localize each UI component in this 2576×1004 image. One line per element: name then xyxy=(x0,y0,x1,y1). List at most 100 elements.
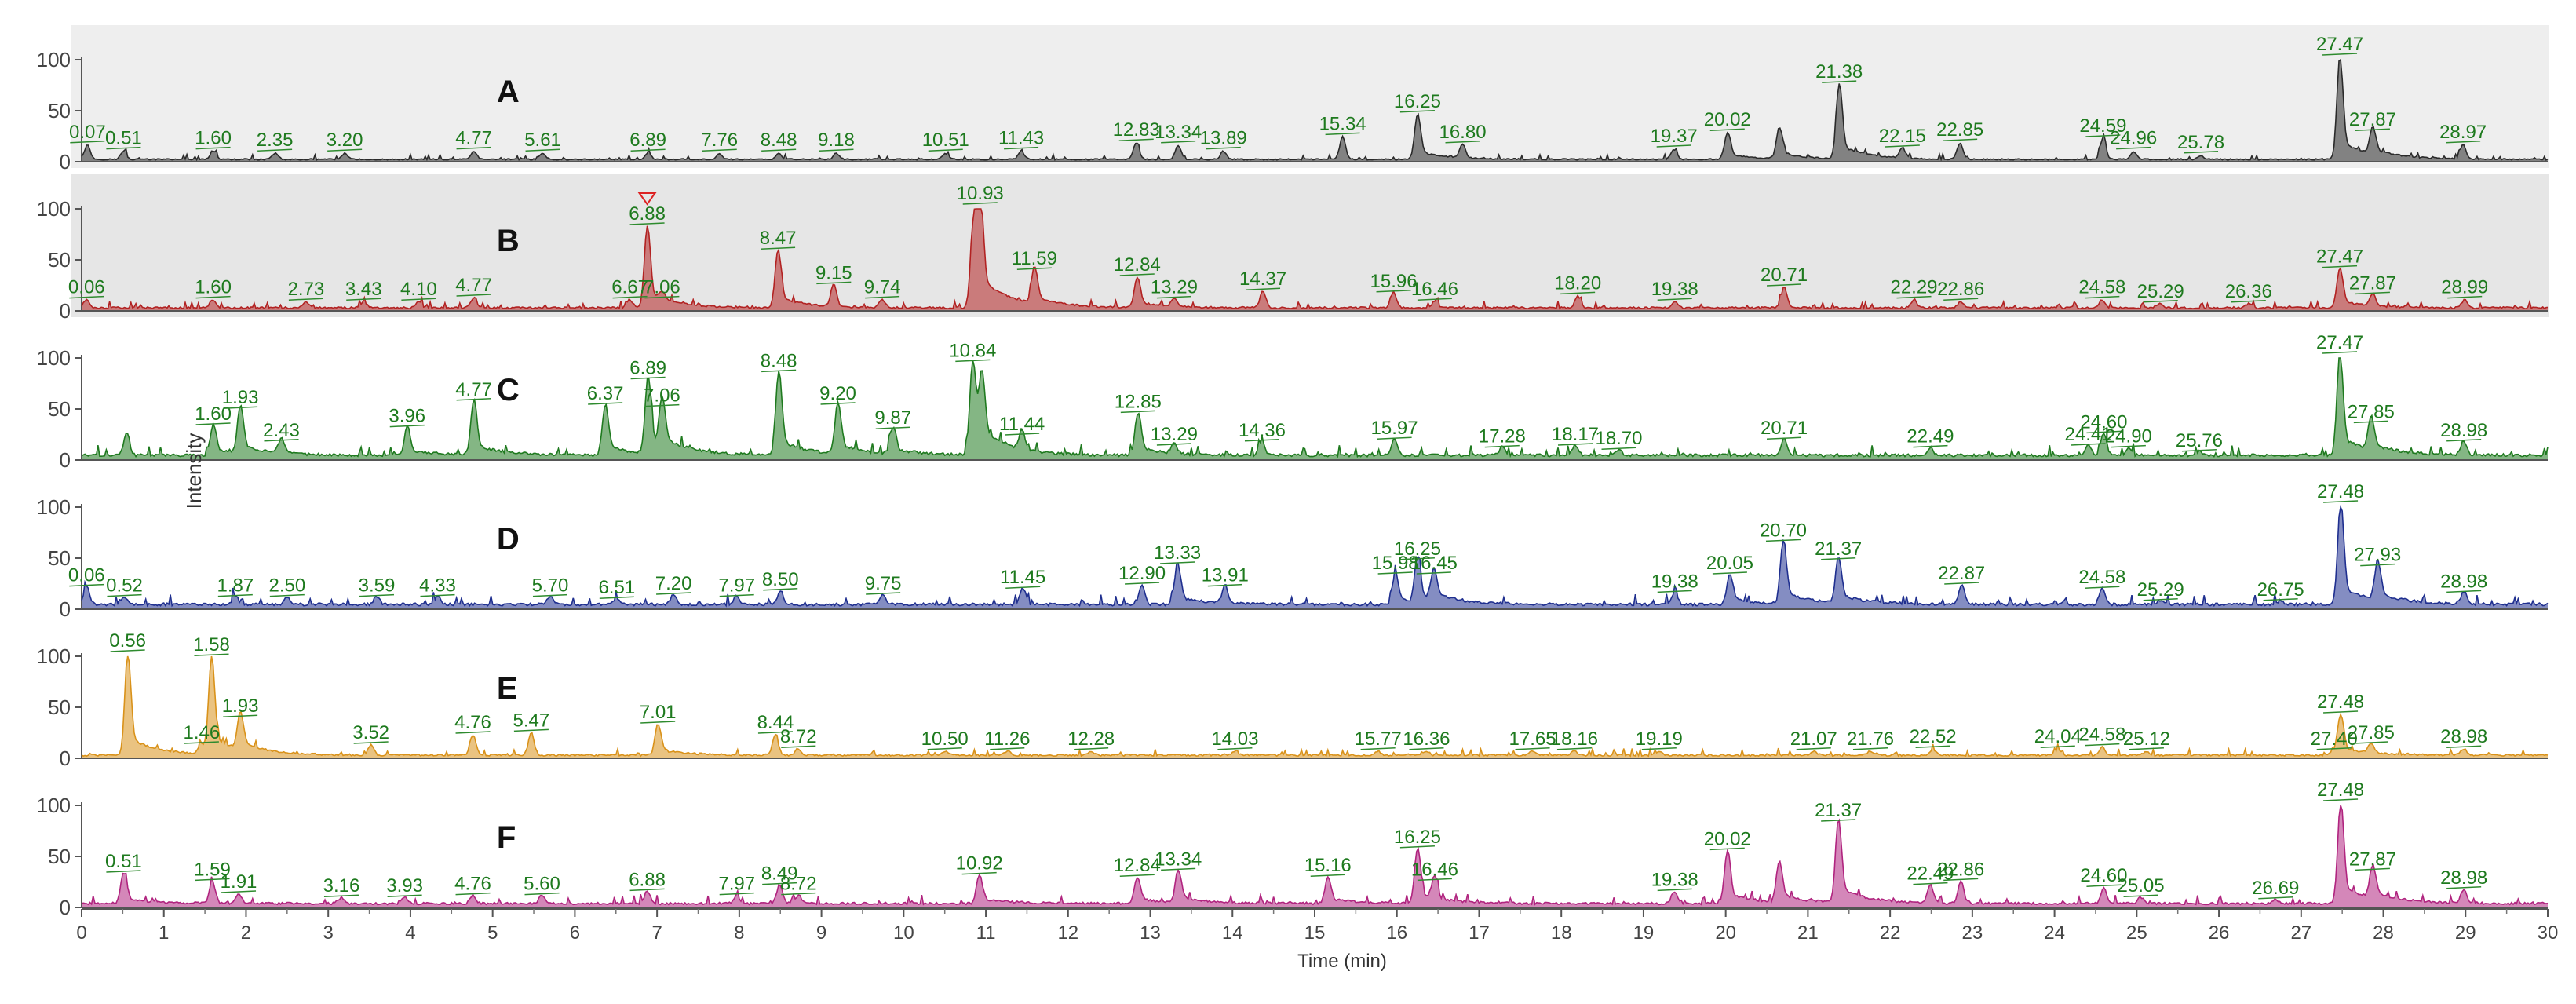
peak-label: 8.47 xyxy=(760,228,797,249)
peak-label: 27.47 xyxy=(2316,246,2363,268)
peak-label: 21.76 xyxy=(1847,728,1894,750)
peak-label: 4.77 xyxy=(455,128,492,149)
peak-label: 8.49 xyxy=(761,863,798,885)
peak-leader xyxy=(455,731,491,734)
x-tick-label: 2 xyxy=(241,922,251,944)
y-tick-label: 100 xyxy=(37,48,71,71)
peak-label: 0.51 xyxy=(105,851,142,872)
peak-label: 7.20 xyxy=(655,573,692,594)
peak-label: 27.85 xyxy=(2348,401,2395,422)
peak-leader xyxy=(1156,295,1191,299)
peak-leader xyxy=(1004,146,1039,150)
peak-label: 24.58 xyxy=(2078,725,2125,746)
trace-line-D xyxy=(81,505,2549,608)
peak-leader xyxy=(1641,747,1677,750)
peak-leader xyxy=(106,146,141,150)
x-tick-label: 0 xyxy=(76,922,86,944)
peak-label: 6.67 xyxy=(611,277,648,298)
peak-leader xyxy=(875,426,910,429)
peak-label: 7.01 xyxy=(640,702,677,723)
peak-label: 10.84 xyxy=(949,340,996,361)
peak-label: 13.89 xyxy=(1200,128,1247,149)
peak-leader xyxy=(1896,295,1932,299)
y-tick-label: 100 xyxy=(37,644,71,668)
peak-label: 10.51 xyxy=(922,130,969,151)
peak-leader xyxy=(1765,539,1801,542)
y-tick-label: 50 xyxy=(48,248,71,272)
trace-line-E xyxy=(81,655,2549,758)
peak-label: 27.40 xyxy=(2311,728,2358,750)
peak-label: 12.90 xyxy=(1118,563,1166,584)
peak-label: 25.29 xyxy=(2137,579,2184,601)
x-axis: 0 1 2 3 4 5 6 7 8 9 10 11 12 13 14 15 16 17 18 19 20 21 22 23 24… xyxy=(76,908,2559,944)
peak-leader xyxy=(1207,583,1242,587)
x-tick-label: 8 xyxy=(734,922,744,944)
peak-label: 27.87 xyxy=(2349,849,2396,870)
x-tick-label: 12 xyxy=(1057,922,1078,944)
peak-label: 27.93 xyxy=(2354,545,2401,566)
peak-label: 18.17 xyxy=(1552,424,1599,445)
peak-leader xyxy=(612,295,648,299)
peak-leader xyxy=(1074,747,1109,750)
peak-leader xyxy=(1376,290,1411,293)
peak-leader xyxy=(264,439,299,442)
panel-letter-C: C xyxy=(497,373,520,407)
x-tick-label: 9 xyxy=(816,922,826,944)
peak-leader xyxy=(70,141,105,144)
peak-leader xyxy=(1399,557,1435,560)
x-tick-label: 30 xyxy=(2538,922,2559,944)
peak-leader xyxy=(762,882,797,885)
peak-leader xyxy=(962,202,998,205)
peak-label: 15.98 xyxy=(1372,553,1419,574)
peak-leader xyxy=(990,747,1025,750)
peak-label: 13.29 xyxy=(1151,277,1198,298)
peak-label: 6.89 xyxy=(629,358,666,379)
peak-leader xyxy=(2322,265,2358,268)
peak-leader xyxy=(1160,561,1195,564)
peak-label: 20.02 xyxy=(1704,109,1751,130)
peak-label: 0.52 xyxy=(106,575,143,597)
peak-label: 8.72 xyxy=(780,726,817,747)
x-tick-label: 6 xyxy=(570,922,580,944)
peak-leader xyxy=(866,592,901,595)
peak-label: 19.38 xyxy=(1651,869,1698,890)
peak-leader xyxy=(2447,295,2483,299)
x-tick-label: 4 xyxy=(405,922,415,944)
panel-background xyxy=(71,622,2549,765)
peak-label: 19.38 xyxy=(1651,279,1698,300)
peak-label: 28.98 xyxy=(2440,867,2487,889)
x-tick-label: 3 xyxy=(323,922,334,944)
y-tick-label: 0 xyxy=(60,747,71,770)
peak-label: 24.04 xyxy=(2034,726,2082,747)
y-tick-label: 0 xyxy=(60,448,71,472)
peak-label: 21.07 xyxy=(1790,728,1837,750)
peak-label: 3.59 xyxy=(359,575,396,597)
peak-leader xyxy=(955,359,991,363)
peak-leader xyxy=(194,653,229,656)
peak-leader xyxy=(1399,845,1435,849)
peak-label: 15.16 xyxy=(1304,855,1352,876)
peak-leader xyxy=(1119,273,1155,276)
peak-label: 14.37 xyxy=(1239,268,1286,290)
peak-leader xyxy=(2360,563,2395,567)
peak-label: 4.10 xyxy=(400,279,437,300)
peak-label: 0.07 xyxy=(69,122,106,143)
y-tick-label: 100 xyxy=(37,495,71,519)
peak-label: 28.98 xyxy=(2440,420,2487,441)
peak-label: 19.37 xyxy=(1651,126,1698,147)
peak-label: 1.59 xyxy=(194,859,231,880)
peak-leader xyxy=(719,892,754,896)
peak-label: 24.96 xyxy=(2110,128,2157,149)
peak-leader xyxy=(223,406,258,409)
y-tick-label: 50 xyxy=(48,99,71,122)
peak-leader xyxy=(1766,436,1802,440)
peak-label: 9.74 xyxy=(864,277,901,298)
peak-leader xyxy=(656,592,691,595)
peak-leader xyxy=(1005,586,1041,589)
peak-leader xyxy=(2143,598,2178,601)
peak-leader xyxy=(2323,710,2359,714)
peak-label: 24.58 xyxy=(2078,567,2125,588)
peak-leader xyxy=(184,741,219,744)
peak-leader xyxy=(2129,747,2164,750)
peak-label: 25.29 xyxy=(2137,281,2184,302)
